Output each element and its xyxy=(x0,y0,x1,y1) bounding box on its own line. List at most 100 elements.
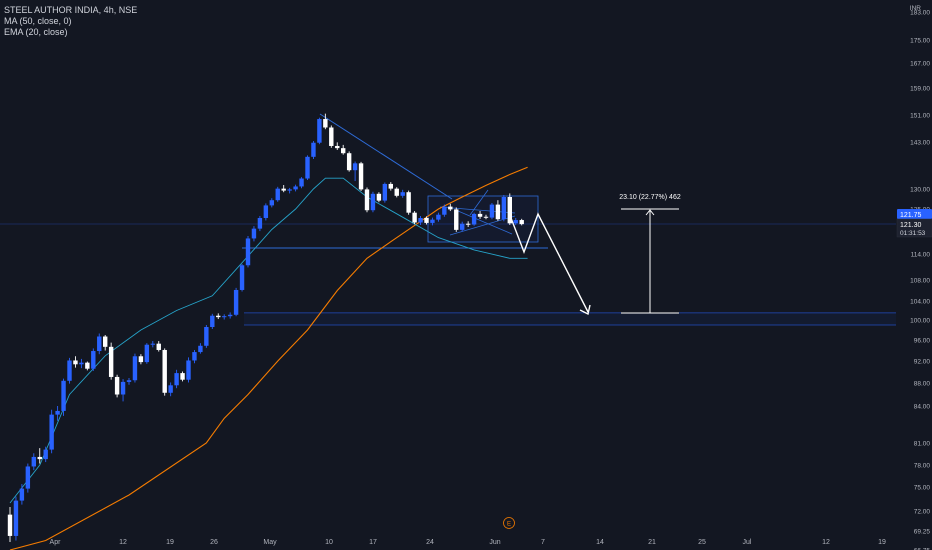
candle xyxy=(108,342,114,380)
candle xyxy=(418,215,423,225)
candle xyxy=(97,333,102,355)
symbol-title[interactable]: STEEL AUTHOR INDIA, 4h, NSE xyxy=(4,5,138,15)
candle-body xyxy=(370,193,376,211)
candle-body xyxy=(257,218,263,229)
candle-body xyxy=(132,356,138,381)
candle-body xyxy=(317,119,322,143)
candle xyxy=(103,335,108,351)
price-tick-label: 130.00 xyxy=(910,187,930,194)
candle-body xyxy=(358,163,364,190)
price-tick-label: 108.00 xyxy=(910,278,930,285)
candle-body xyxy=(501,197,507,220)
candle-body xyxy=(352,163,358,171)
price-tick-label: 96.00 xyxy=(914,338,931,345)
ma-legend[interactable]: MA (50, close, 0) xyxy=(4,16,72,26)
time-tick-label: 25 xyxy=(698,539,706,546)
candle-body xyxy=(168,385,173,393)
candle-body xyxy=(198,345,203,353)
candle xyxy=(329,125,334,148)
projection-arrowhead xyxy=(579,304,591,316)
candle xyxy=(120,379,126,402)
candle xyxy=(91,348,96,371)
candle-body xyxy=(287,189,292,191)
candle xyxy=(49,409,54,454)
candle xyxy=(138,354,144,365)
last-price-label: 121.75 xyxy=(900,212,922,219)
time-tick-label: 17 xyxy=(369,539,377,546)
candle xyxy=(430,217,435,226)
candle-body xyxy=(73,360,78,365)
candle-body xyxy=(150,343,155,345)
candle xyxy=(382,182,388,203)
triangle-cross xyxy=(457,210,513,235)
time-tick-label: 10 xyxy=(325,539,333,546)
candle xyxy=(513,218,518,225)
candle xyxy=(412,211,417,225)
price-tick-label: 81.00 xyxy=(914,441,931,448)
price-tick-label: 88.00 xyxy=(914,381,931,388)
time-tick-label: 12 xyxy=(119,539,127,546)
candle-body xyxy=(495,204,501,220)
candle-body xyxy=(144,344,150,363)
candle xyxy=(394,187,399,198)
candle xyxy=(55,406,60,421)
candle-body xyxy=(91,351,96,369)
candle xyxy=(257,215,263,232)
candle xyxy=(192,349,197,364)
candle-body xyxy=(323,119,328,128)
candle-body xyxy=(162,349,167,393)
candle-body xyxy=(67,360,72,381)
price-tick-label: 66.75 xyxy=(914,548,931,550)
candle xyxy=(358,161,364,191)
candle-body xyxy=(103,336,108,347)
triangle-apex xyxy=(469,189,489,216)
candle xyxy=(406,190,411,215)
candle xyxy=(204,325,209,348)
projection-path xyxy=(510,212,589,313)
candle-body xyxy=(192,352,197,361)
price-tick-label: 143.00 xyxy=(910,140,930,147)
candle-body xyxy=(442,206,447,215)
candle xyxy=(501,195,507,222)
candle xyxy=(144,343,150,364)
candle-body xyxy=(376,193,382,201)
price-tick-label: 114.00 xyxy=(911,252,931,259)
candle xyxy=(126,378,132,385)
candle-body xyxy=(519,220,524,225)
candle-body xyxy=(222,316,227,318)
candle xyxy=(370,191,376,213)
candle xyxy=(352,161,358,182)
candle-body xyxy=(79,362,84,365)
candle-body xyxy=(114,376,120,395)
candle-body xyxy=(180,373,185,380)
time-tick-label: 19 xyxy=(166,539,174,546)
candle xyxy=(471,212,477,226)
time-tick-label: Jul xyxy=(743,539,752,546)
candle xyxy=(275,186,280,202)
price-tick-label: 104.00 xyxy=(910,299,930,306)
candle-body xyxy=(269,200,274,206)
candle xyxy=(442,204,447,217)
countdown-label: 01:31:53 xyxy=(900,230,926,237)
candle xyxy=(13,496,19,541)
candle xyxy=(454,207,459,232)
candle-body xyxy=(454,209,459,230)
candle-body xyxy=(210,315,215,327)
measure-arrowhead xyxy=(645,209,655,216)
time-axis: Apr 12 19 26 May 10 17 24 Jun 7 14 21 25 Jul 12 19 E xyxy=(50,517,886,546)
candle-body xyxy=(341,148,346,154)
candle-body xyxy=(430,219,435,223)
candle-body xyxy=(85,362,90,369)
candle xyxy=(251,226,257,242)
time-tick-label: 21 xyxy=(648,539,656,546)
candle-body xyxy=(138,356,144,363)
ema-legend[interactable]: EMA (20, close) xyxy=(4,27,68,37)
candle-body xyxy=(120,381,126,395)
candle-body xyxy=(412,212,417,223)
candle-body xyxy=(7,514,13,536)
candle xyxy=(269,198,274,208)
candle xyxy=(79,358,84,369)
candle-body xyxy=(388,183,393,189)
